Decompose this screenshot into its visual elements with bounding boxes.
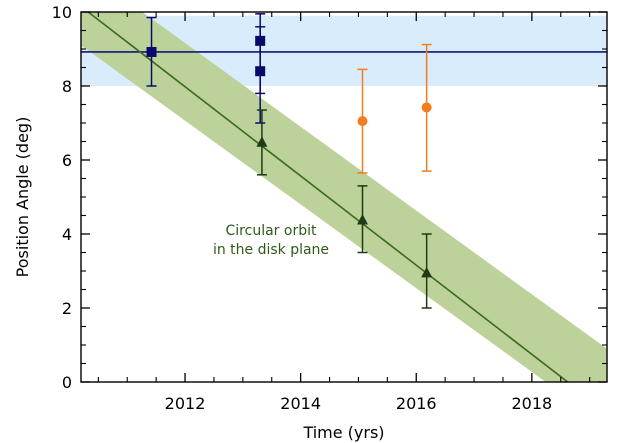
triangle-marker <box>421 266 433 278</box>
square-marker <box>255 66 266 77</box>
ticks-layer: 2012 2014 2016 2018 0 2 4 6 8 10 <box>52 3 607 413</box>
annotation-line-1: Circular orbit <box>226 223 317 239</box>
y-axis-title: Position Angle (deg) <box>13 117 32 278</box>
triangle-marker <box>256 136 268 147</box>
triangle-point <box>256 109 268 176</box>
x-tick-label: 2018 <box>511 394 552 413</box>
points-layer <box>146 13 433 309</box>
y-tick-label: 8 <box>62 77 72 96</box>
y-tick-label: 10 <box>52 3 72 22</box>
y-tick-label: 2 <box>62 299 72 318</box>
y-tick-label: 0 <box>62 373 72 392</box>
circle-marker <box>357 116 368 127</box>
square-point <box>146 16 157 87</box>
triangle-point <box>356 185 368 254</box>
x-tick-label: 2014 <box>280 394 321 413</box>
annotation-line-2: in the disk plane <box>213 242 329 258</box>
triangle-point <box>421 233 433 309</box>
y-tick-label: 6 <box>62 151 72 170</box>
square-point <box>255 26 266 124</box>
circular-orbit-line <box>86 12 569 382</box>
circle-point <box>421 43 432 172</box>
circle-marker <box>421 102 432 113</box>
x-tick-label: 2016 <box>396 394 437 413</box>
y-tick-label: 4 <box>62 225 72 244</box>
x-axis-title: Time (yrs) <box>302 423 384 442</box>
square-marker <box>146 46 157 57</box>
x-tick-label: 2012 <box>165 394 206 413</box>
triangle-marker <box>356 213 368 225</box>
circle-point <box>357 68 368 174</box>
lines-layer <box>81 12 607 382</box>
diagonal-band <box>81 12 607 382</box>
